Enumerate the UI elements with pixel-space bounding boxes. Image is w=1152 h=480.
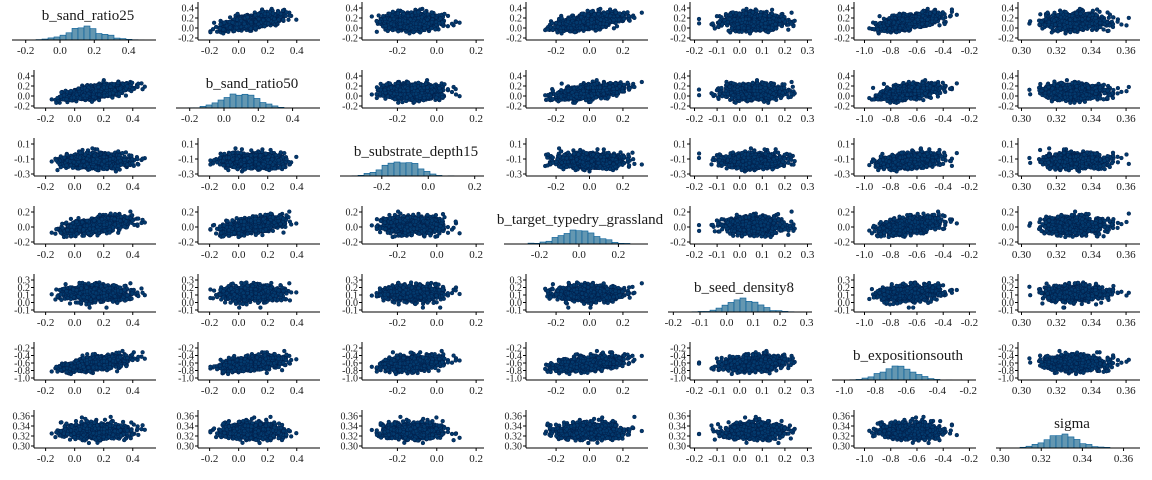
scatter-point [267, 18, 271, 22]
x-tick-label: 0.4 [290, 45, 304, 57]
scatter-point [279, 12, 283, 16]
scatter-point [271, 12, 275, 16]
x-tick-label: 0.0 [232, 45, 246, 57]
scatter-point [294, 18, 298, 22]
param-label: b_sand_ratio25 [42, 8, 134, 24]
scatter-point [249, 20, 253, 24]
hist-bar [72, 28, 78, 40]
x-tick-label: -0.2 [17, 45, 34, 57]
panel-grid: b_sand_ratio25-0.2 0.0 0.2 0.4 -0.2 0.0 0.2 0.4… [12, 2, 1140, 465]
scatter-point [236, 12, 240, 16]
hist-bar [96, 34, 102, 40]
scatter-point [263, 12, 267, 16]
x-tick-label: 0.4 [122, 45, 136, 57]
scatter-point [285, 10, 289, 14]
scatter-point [228, 16, 232, 20]
scatter-point [232, 29, 236, 33]
scatter-points [209, 7, 299, 35]
x-tick-label: 0.2 [261, 45, 275, 57]
scatter-point [254, 26, 258, 30]
hist-bar [60, 35, 66, 40]
x-tick-label: -0.2 [201, 45, 218, 57]
scatter-points [370, 7, 462, 35]
scatter-point [212, 21, 216, 25]
scatter-point [450, 22, 454, 26]
scatter-point [231, 21, 235, 25]
scatter-point [243, 22, 247, 26]
scatter-point [253, 13, 257, 17]
scatter-point [235, 22, 239, 26]
hist-bar [102, 34, 108, 40]
scatter-point [228, 26, 232, 30]
scatter-point [218, 26, 222, 30]
panel-r0-c2: -0.2 0.0 0.20.40.20.0-0.2 [342, 2, 484, 57]
x-tick-label: 0.0 [53, 45, 67, 57]
scatter-point [254, 20, 258, 24]
scatter-point [219, 23, 223, 27]
panel-r0-c1: -0.2 0.0 0.2 0.40.40.20.0-0.2 [178, 2, 320, 57]
y-tick-label: -0.2 [178, 34, 194, 45]
scatter-point [277, 18, 281, 22]
x-tick-label: 0.2 [87, 45, 101, 57]
scatter-point [214, 25, 218, 29]
hist-bar [108, 35, 114, 40]
hist-bar [66, 33, 72, 40]
scatter-point [261, 18, 265, 22]
scatter-point [288, 14, 292, 18]
scatter-point [454, 20, 458, 24]
scatter-point [235, 18, 239, 22]
scatter-point [284, 14, 288, 18]
scatter-point [287, 18, 291, 22]
scatter-point [209, 30, 213, 34]
scatter-point [272, 17, 276, 21]
hist-bar [90, 29, 96, 40]
scatter-point [263, 24, 267, 28]
scatter-point [266, 22, 270, 26]
panel-r0-c0: b_sand_ratio25 -0.2 0.0 0.2 0.4 [12, 8, 156, 57]
scatter-point [246, 15, 250, 19]
scatter-point [215, 30, 219, 34]
scatter-point [282, 18, 286, 22]
hist-bar [78, 28, 84, 40]
scatter-point [370, 15, 374, 19]
hist-bar [84, 26, 90, 40]
